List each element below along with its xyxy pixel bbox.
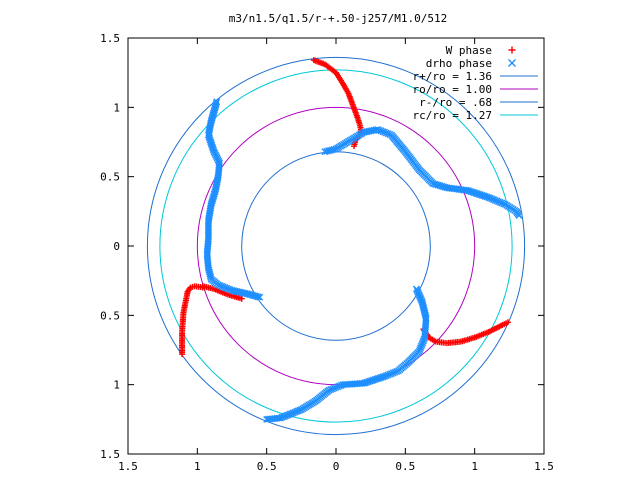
legend-label: rc/ro = 1.27 bbox=[413, 109, 492, 122]
x-tick-label: 1.5 bbox=[534, 460, 554, 473]
legend-label: r-/ro = .68 bbox=[419, 96, 492, 109]
chart-title: m3/n1.5/q1.5/r-+.50-j257/M1.0/512 bbox=[229, 12, 448, 25]
x-tick-label: 0 bbox=[333, 460, 340, 473]
x-tick-label: 1 bbox=[471, 460, 478, 473]
circle-r+ro bbox=[146, 56, 526, 436]
data-point bbox=[254, 293, 262, 301]
x-tick-label: 0.5 bbox=[395, 460, 415, 473]
y-tick-label: 1.5 bbox=[100, 32, 120, 45]
data-point bbox=[263, 415, 271, 423]
legend-label: ro/ro = 1.00 bbox=[413, 83, 492, 96]
series-drho-phase bbox=[203, 98, 523, 423]
y-tick-label: 0.5 bbox=[100, 309, 120, 322]
y-tick-label: 0.5 bbox=[100, 171, 120, 184]
y-tick-label: 1 bbox=[113, 379, 120, 392]
x-tick-label: 1.5 bbox=[118, 460, 138, 473]
legend-label: drho phase bbox=[426, 57, 492, 70]
y-tick-label: 1 bbox=[113, 101, 120, 114]
legend-label: W phase bbox=[446, 44, 492, 57]
axis-ticks: 1.5 1 0.5 0 0.5 1 1.51.510.500.511.5 bbox=[100, 32, 554, 473]
y-tick-label: 1.5 bbox=[100, 448, 120, 461]
legend-marker bbox=[508, 46, 516, 54]
data-point bbox=[515, 211, 523, 219]
y-tick-label: 0 bbox=[113, 240, 120, 253]
data-point bbox=[238, 295, 245, 302]
legend-marker bbox=[508, 59, 516, 67]
data-point bbox=[504, 319, 511, 326]
data-series bbox=[179, 57, 523, 423]
data-point bbox=[179, 351, 186, 358]
data-point bbox=[256, 293, 264, 301]
x-tick-label: 0.5 bbox=[257, 460, 277, 473]
data-point bbox=[264, 415, 272, 423]
legend-label: r+/ro = 1.36 bbox=[413, 70, 492, 83]
data-point bbox=[351, 143, 358, 150]
x-tick-label: 1 bbox=[194, 460, 201, 473]
